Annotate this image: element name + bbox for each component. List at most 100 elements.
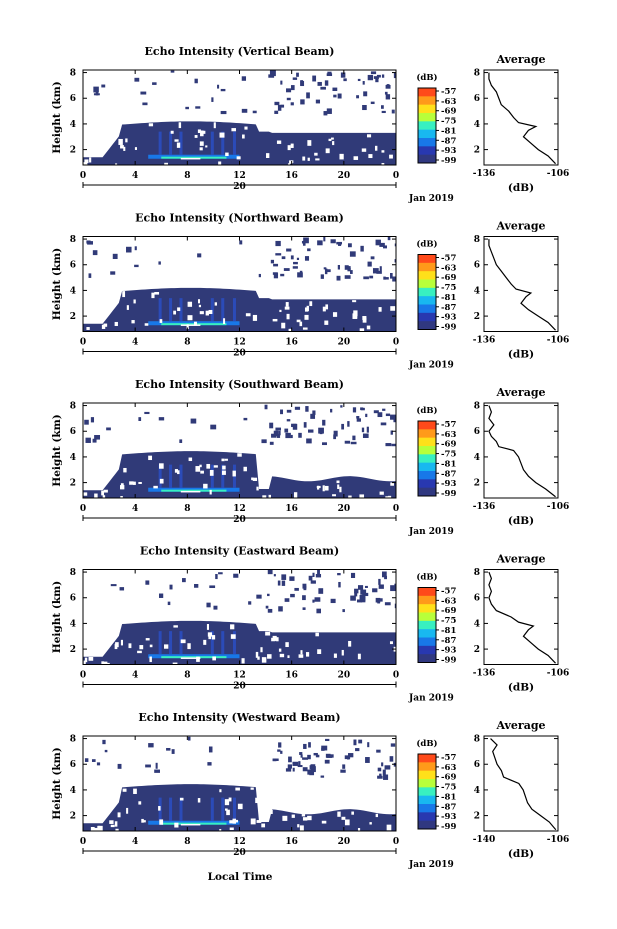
echo-gap [209,489,212,495]
echo-plume [221,131,225,155]
echo-speck [292,761,299,766]
echo-gap [317,485,320,490]
echo-gap [288,328,292,332]
echo-gap [145,638,150,641]
echo-gap [285,642,289,648]
echo-gap [86,327,90,330]
y-tick-label: 6 [70,594,76,604]
echo-speck [86,240,91,244]
echo-speck [381,74,385,78]
echo-gap [302,156,306,161]
echo-speck [317,240,323,246]
echo-speck [315,754,320,758]
echo-gap [314,152,318,156]
echo-band [180,657,201,659]
date-subtick-label: 20 [233,515,246,525]
y-tick-label: 8 [70,568,76,578]
echo-plume [169,464,173,488]
echo-speck [375,597,381,603]
echo-gap [241,658,245,664]
echo-gap [282,815,288,821]
echo-gap [115,163,118,165]
echo-gap [256,820,262,823]
y-axis-label: Height (km) [51,248,63,320]
echo-speck [354,592,358,597]
echo-gap [154,291,160,295]
profile-frame [483,402,559,499]
echo-speck [362,433,369,438]
profile-frame [483,69,559,166]
echo-speck [110,584,117,587]
echo-speck [350,595,356,601]
colorbar-unit: (dB) [416,239,437,250]
heatmap-area [83,736,396,831]
echo-gap [214,302,218,306]
x-tick-label: 16 [285,338,298,348]
colorbar-unit: (dB) [416,405,437,416]
echo-speck [326,73,333,77]
colorbar-tick-label: -99 [441,323,456,333]
echo-speck [290,85,295,91]
echo-speck [337,93,342,99]
profile-x-tick-label: -106 [547,336,570,346]
profile-y-tick-label: 4 [474,120,480,130]
x-tick-label: 8 [184,338,190,348]
echo-speck [337,573,341,576]
colorbar-tick-label: -87 [441,469,456,479]
echo-speck [95,91,99,96]
colorbar-swatch [418,429,436,439]
echo-gap [272,318,278,322]
date-label: Jan 2019 [408,361,454,371]
echo-gap [88,656,94,661]
echo-gap [139,645,144,650]
echo-speck [362,592,369,597]
echo-gap [120,496,123,498]
echo-speck [296,72,299,77]
echo-speck [393,72,396,79]
echo-gap [149,656,152,663]
echo-speck [372,588,378,593]
colorbar-swatch [418,779,436,788]
panel-title: Echo Intensity (Vertical Beam) [144,45,334,58]
echo-gap [122,788,127,792]
echo-speck [390,585,396,592]
echo-speck [314,597,321,602]
echo-gap [302,817,308,821]
echo-gap [149,644,153,648]
echo-gap [243,466,247,472]
echo-band [161,656,227,659]
echo-speck [278,606,283,612]
echo-gap [101,661,105,665]
echo-speck [326,108,332,114]
echo-gap [203,483,208,489]
profile-y-tick-label: 4 [474,453,480,463]
echo-gap [188,457,193,462]
colorbar-swatch [418,279,436,289]
echo-speck [312,599,315,603]
echo-gap [151,292,155,299]
echo-gap [285,302,289,307]
y-tick-label: 8 [70,402,76,412]
echo-gap [324,320,329,325]
echo-speck [312,572,315,577]
echo-speck [274,101,280,106]
echo-speck [182,578,186,583]
echo-speck [385,413,391,417]
echo-gap [232,470,236,477]
profile-x-tick-label: -140 [473,835,496,845]
echo-speck [277,749,281,752]
colorbar-swatch [418,770,436,780]
echo-speck [373,410,379,414]
echo-speck [355,748,360,752]
colorbar-tick-label: -75 [441,117,456,127]
echo-speck [344,440,351,444]
profile-title: Average [495,53,545,66]
echo-plume [158,631,162,655]
profile-y-tick-label: 2 [474,479,480,489]
colorbar-frame [417,587,437,663]
echo-gap [298,654,304,658]
echo-gap [307,157,310,161]
echo-gap [386,824,392,831]
y-tick-label: 4 [70,286,76,296]
date-label: Jan 2019 [408,860,454,870]
